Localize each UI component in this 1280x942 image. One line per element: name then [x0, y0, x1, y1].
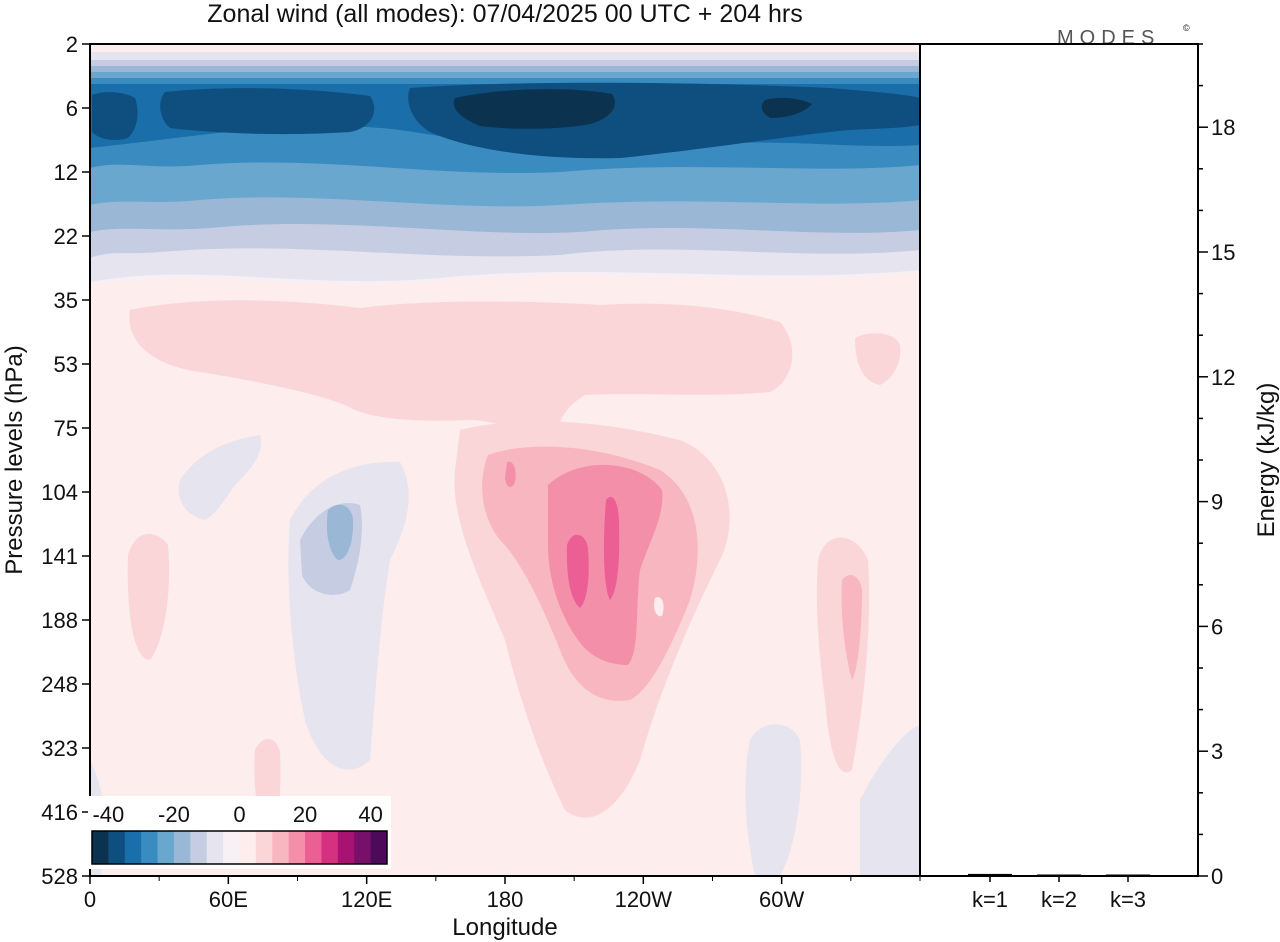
y-tick-label: 141 [41, 544, 78, 569]
y-tick-label: 104 [41, 480, 78, 505]
energy-tick-label: 9 [1211, 490, 1223, 515]
contour-white-hole [653, 597, 664, 617]
y-tick-label: 6 [66, 96, 78, 121]
y-tick-label: 53 [54, 352, 78, 377]
y-tick-label: 75 [54, 416, 78, 441]
colorbar-tick-label: 0 [233, 802, 245, 827]
y-tick-label: 416 [41, 800, 78, 825]
colorbar-frame [91, 830, 388, 865]
energy-tick-label: 6 [1211, 614, 1223, 639]
x-tick-label: 60W [759, 887, 804, 912]
chart-title: Zonal wind (all modes): 07/04/2025 00 UT… [207, 0, 802, 28]
x-tick-label: 120W [615, 887, 673, 912]
energy-category-label: k=3 [1110, 887, 1146, 912]
contour-blue-grey-mid [326, 504, 354, 560]
y-tick-label: 35 [54, 288, 78, 313]
y-axis-label: Pressure levels (hPa) [1, 345, 28, 574]
colorbar-swatch [288, 831, 306, 864]
colorbar-tick-label: 40 [358, 802, 382, 827]
energy-bars: k=1 k=2 k=3 [968, 873, 1150, 912]
colorbar-swatch [272, 831, 290, 864]
colorbar-swatch [173, 831, 191, 864]
y-tick-label: 323 [41, 736, 78, 761]
colorbar-tick-label: -20 [158, 802, 190, 827]
energy-bar [968, 873, 1012, 876]
contour-lavender-left [178, 435, 261, 520]
contour-pink-small [505, 461, 516, 487]
colorbar-swatch [223, 831, 240, 864]
energy-category-label: k=1 [972, 887, 1008, 912]
y-axis: 2 6 12 22 35 53 75 104 141 188 248 323 416 528 [41, 32, 90, 889]
colorbar-swatch [190, 831, 208, 864]
contour-lavender-far-right [860, 725, 920, 876]
heatmap-field [90, 44, 920, 876]
energy-y-axis: 0 3 6 9 12 15 18 [1198, 43, 1235, 889]
x-tick-label: 120E [341, 887, 392, 912]
y-tick-label: 188 [41, 608, 78, 633]
energy-panel-frame [919, 43, 1199, 877]
energy-tick-label: 3 [1211, 739, 1223, 764]
energy-category-label: k=2 [1041, 887, 1077, 912]
contour-darkest-blue [453, 89, 616, 129]
colorbar-swatch [124, 831, 142, 864]
colorbar-tick-label: -40 [92, 802, 124, 827]
x-tick-label: 180 [487, 887, 524, 912]
contour-lavender-right [745, 724, 802, 876]
colorbar-swatch [370, 831, 388, 864]
energy-tick-label: 18 [1211, 115, 1235, 140]
colorbar-swatch [337, 831, 355, 864]
energy-bar [1106, 874, 1150, 876]
colorbar-swatch [239, 831, 257, 864]
contour-dark-blue-b [160, 88, 375, 135]
colorbar-swatch [255, 831, 273, 864]
colorbar-tick-label: 20 [293, 802, 317, 827]
colorbar-swatch [206, 831, 224, 864]
contour-pink-right [855, 333, 901, 385]
energy-tick-label: 12 [1211, 365, 1235, 390]
colorbar-swatch [321, 831, 339, 864]
x-tick-label: 60E [209, 887, 248, 912]
y-tick-label: 528 [41, 864, 78, 889]
x-axis-label: Longitude [452, 914, 557, 941]
contour-darkest-blue-b [761, 97, 812, 118]
contour-strong-pink-b [603, 496, 620, 600]
colorbar: -40 -20 0 20 40 [88, 796, 391, 869]
contour-pink-left [127, 533, 170, 660]
brand-mark: © [1183, 23, 1190, 33]
colorbar-swatch [305, 831, 322, 864]
colorbar-swatch [92, 831, 109, 864]
energy-bar [1037, 874, 1081, 876]
contour-weak-pos-top [90, 44, 920, 52]
colorbar-swatch [141, 831, 159, 864]
energy-tick-label: 15 [1211, 240, 1235, 265]
y-tick-label: 2 [66, 32, 78, 57]
colorbar-swatch [108, 831, 126, 864]
y-tick-label: 22 [54, 224, 78, 249]
energy-axis-label: Energy (kJ/kg) [1253, 383, 1280, 538]
energy-tick-label: 0 [1211, 864, 1223, 889]
contour-dark-blue-a [92, 92, 138, 140]
colorbar-swatch [354, 831, 372, 864]
colorbar-swatch [157, 831, 175, 864]
x-tick-label: 0 [84, 887, 96, 912]
contour-mid-pink-right [841, 575, 862, 680]
y-tick-label: 248 [41, 672, 78, 697]
contour-pink-band [129, 300, 793, 440]
x-axis: 0 60E 120E 180 120W 60W [84, 876, 921, 912]
contour-strong-pink-a [566, 534, 589, 608]
y-tick-label: 12 [54, 160, 78, 185]
